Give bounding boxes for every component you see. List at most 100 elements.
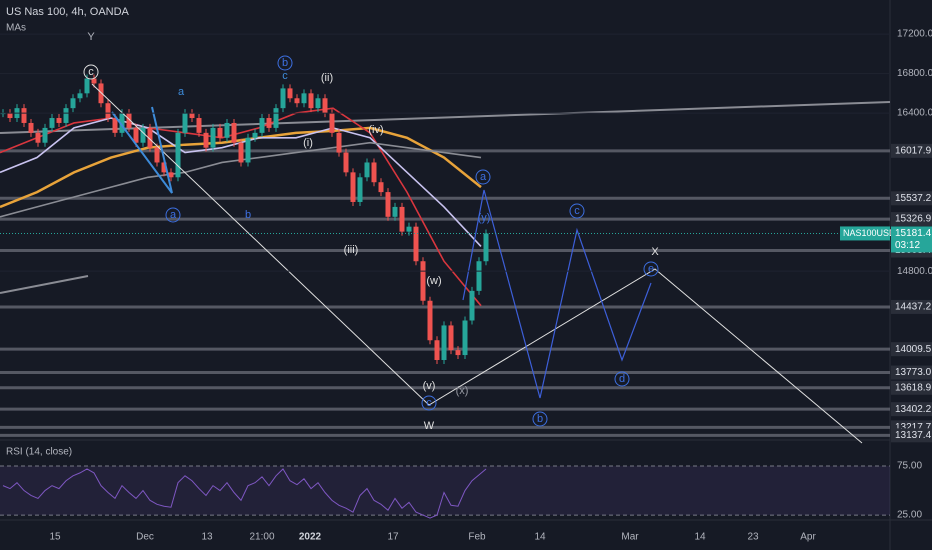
x-tick-label: 17 <box>387 532 399 543</box>
candle-body <box>280 88 286 109</box>
candle-body <box>287 88 293 99</box>
candle-body <box>266 118 272 128</box>
candle-body <box>175 132 181 178</box>
candle-body <box>112 118 118 133</box>
x-tick-label: 15 <box>49 532 61 543</box>
moving-average <box>0 107 482 307</box>
candle-body <box>322 98 328 114</box>
last-price-box <box>891 226 932 253</box>
last-price-label: 15181.4 <box>895 228 932 239</box>
annotation-circle <box>421 395 437 411</box>
level-label: 13618.9 <box>895 382 932 393</box>
level-label-box <box>891 342 932 357</box>
candle-body <box>56 118 62 123</box>
level-label: 15326.9 <box>895 214 932 225</box>
y-tick-label: 16400.0 <box>897 108 932 119</box>
candle-body <box>371 162 377 183</box>
chart-title: US Nas 100, 4h, OANDA <box>6 6 130 18</box>
candle-body <box>399 206 405 232</box>
x-tick-label: 21:00 <box>249 532 274 543</box>
candle-body <box>294 98 300 104</box>
level-label: 13402.2 <box>895 404 932 415</box>
level-label: 16017.9 <box>895 145 932 156</box>
candle-body <box>462 320 468 356</box>
candle-body <box>42 127 48 143</box>
candle-body <box>308 93 314 109</box>
annotation: c <box>88 66 94 78</box>
candle-body <box>49 118 55 128</box>
annotation: (w) <box>426 275 441 287</box>
candle-body <box>336 132 342 153</box>
candle-body <box>28 122 34 133</box>
x-tick-label: Mar <box>621 532 639 543</box>
candle-body <box>378 182 384 193</box>
candle-body <box>224 122 230 138</box>
candle-body <box>161 162 167 173</box>
annotation: b <box>245 209 251 221</box>
candle-body <box>273 108 279 128</box>
candle-body <box>140 127 146 143</box>
y-tick-label: 14800.0 <box>897 266 932 277</box>
candle-body <box>357 177 363 202</box>
annotation: c <box>282 70 288 82</box>
candle-body <box>7 113 13 119</box>
rsi-tick-label: 25.00 <box>897 510 922 521</box>
annotation-circle <box>165 207 181 223</box>
candle-body <box>427 300 433 341</box>
wave-line <box>111 106 173 194</box>
level-label-box <box>891 212 932 227</box>
level-label: 13773.0 <box>895 367 932 378</box>
annotation: Y <box>87 31 95 43</box>
annotation: a <box>480 171 487 183</box>
candle-body <box>315 98 321 109</box>
annotation: c <box>574 205 580 217</box>
x-tick-label: 14 <box>534 532 546 543</box>
annotation: (v) <box>423 380 436 392</box>
level-label: 15537.2 <box>895 193 932 204</box>
annotation: b <box>282 57 288 69</box>
candle-body <box>126 113 132 128</box>
candle-body <box>168 172 174 178</box>
candle-body <box>413 226 419 262</box>
annotation-circle <box>277 55 293 71</box>
x-tick-label: 13 <box>201 532 213 543</box>
candle-body <box>385 192 391 217</box>
annotation: (iv) <box>368 124 383 136</box>
candle-body <box>35 132 41 143</box>
candle-body <box>119 113 125 133</box>
level-label-box <box>891 380 932 395</box>
candle-body <box>21 108 27 123</box>
annotation-circle <box>475 169 491 185</box>
x-tick-label: Dec <box>136 532 154 543</box>
candle-body <box>448 325 454 351</box>
level-label: 13217.7 <box>895 422 932 433</box>
annotation: (y) <box>478 212 491 224</box>
candle-body <box>245 137 251 163</box>
candle-body <box>329 113 335 133</box>
x-tick-label: Feb <box>468 532 486 543</box>
countdown-label: 03:12 <box>895 240 920 251</box>
candle-body <box>364 162 370 178</box>
candle-body <box>189 113 195 119</box>
candle-body <box>252 132 258 138</box>
level-label: 14437.2 <box>895 302 932 313</box>
annotation: c <box>426 397 432 409</box>
level-label: 14009.5 <box>895 344 932 355</box>
annotation: W <box>424 420 435 432</box>
annotation-circle <box>532 411 548 427</box>
candle-body <box>238 142 244 163</box>
x-tick-label: 2022 <box>299 532 322 543</box>
level-label-box <box>891 299 932 314</box>
candle-body <box>91 78 97 84</box>
candle-body <box>350 172 356 202</box>
candle-body <box>406 226 412 232</box>
candle-body <box>455 350 461 356</box>
level-label-box <box>891 143 932 158</box>
candle-body <box>476 261 482 291</box>
candle-body <box>231 122 237 143</box>
candle-body <box>182 113 188 133</box>
candle-body <box>133 127 139 143</box>
annotation: d <box>619 373 625 385</box>
annotation: (ii) <box>321 72 333 84</box>
